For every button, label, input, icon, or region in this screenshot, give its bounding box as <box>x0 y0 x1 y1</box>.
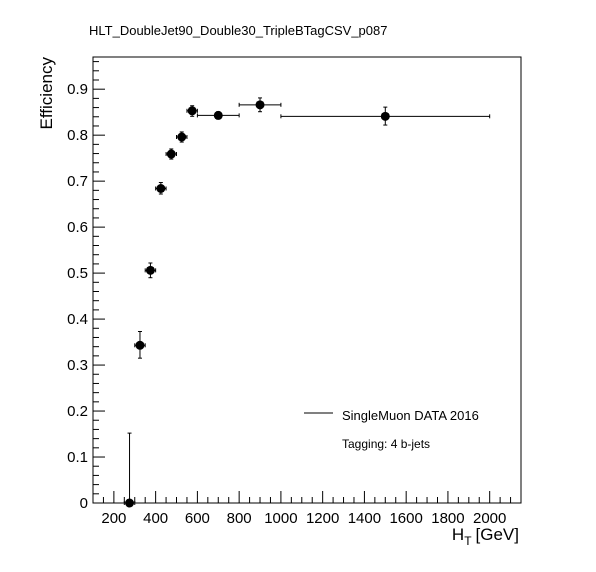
data-point <box>186 105 198 117</box>
y-axis-label: Efficiency <box>37 57 56 130</box>
data-point <box>144 262 157 279</box>
x-tick-label: 600 <box>185 510 210 527</box>
data-point <box>165 148 178 160</box>
y-tick-label: 0.8 <box>67 127 88 144</box>
y-tick-label: 0.4 <box>67 311 88 328</box>
chart-title: HLT_DoubleJet90_Double30_TripleBTagCSV_p… <box>89 23 387 38</box>
marker <box>255 100 265 110</box>
plot-frame <box>92 56 522 504</box>
y-tick-label: 0.5 <box>67 265 88 282</box>
x-tick-label: 1800 <box>431 510 464 527</box>
y-tick-label: 0 <box>80 495 88 512</box>
marker <box>156 184 166 194</box>
x-tick-label: 1400 <box>348 510 381 527</box>
data-point <box>123 432 136 508</box>
x-axis-label-sub: T <box>464 534 472 548</box>
data-series <box>123 97 491 508</box>
x-tick-label: 1600 <box>389 510 422 527</box>
x-tick-label: 1200 <box>306 510 339 527</box>
data-point <box>238 97 282 113</box>
marker <box>177 132 187 142</box>
data-point <box>176 131 188 143</box>
data-point <box>196 110 240 120</box>
data-point <box>134 330 146 359</box>
x-axis-label: HT [GeV] <box>452 525 519 548</box>
data-point <box>280 106 491 126</box>
x-tick-label: 2000 <box>473 510 506 527</box>
x-tick-label: 400 <box>143 510 168 527</box>
marker <box>380 111 390 121</box>
marker <box>125 498 135 508</box>
marker <box>135 340 145 350</box>
x-tick-label: 800 <box>227 510 252 527</box>
y-tick-label: 0.7 <box>67 173 88 190</box>
y-tick-label: 0.2 <box>67 403 88 420</box>
annotation-tagging: Tagging: 4 b-jets <box>342 437 430 451</box>
x-tick-label: 1000 <box>264 510 297 527</box>
data-point <box>155 182 167 195</box>
marker <box>187 106 197 116</box>
x-axis-label-unit: [GeV] <box>476 525 519 544</box>
marker <box>166 149 176 159</box>
y-axis: 0 0.1 0.2 0.3 0.4 0.5 0.6 0.7 0.8 0.9 <box>67 61 105 512</box>
y-tick-label: 0.1 <box>67 449 88 466</box>
x-tick-label: 200 <box>101 510 126 527</box>
y-tick-label: 0.6 <box>67 219 88 236</box>
marker <box>145 265 155 275</box>
x-axis: 200 400 600 800 1000 1200 1400 1600 1800 2000 <box>92 491 522 527</box>
legend-label: SingleMuon DATA 2016 <box>342 408 479 423</box>
x-axis-label-main: H <box>452 525 464 544</box>
legend: SingleMuon DATA 2016 Tagging: 4 b-jets <box>304 408 479 451</box>
y-tick-label: 0.9 <box>67 81 88 98</box>
y-tick-label: 0.3 <box>67 357 88 374</box>
marker <box>213 110 223 120</box>
